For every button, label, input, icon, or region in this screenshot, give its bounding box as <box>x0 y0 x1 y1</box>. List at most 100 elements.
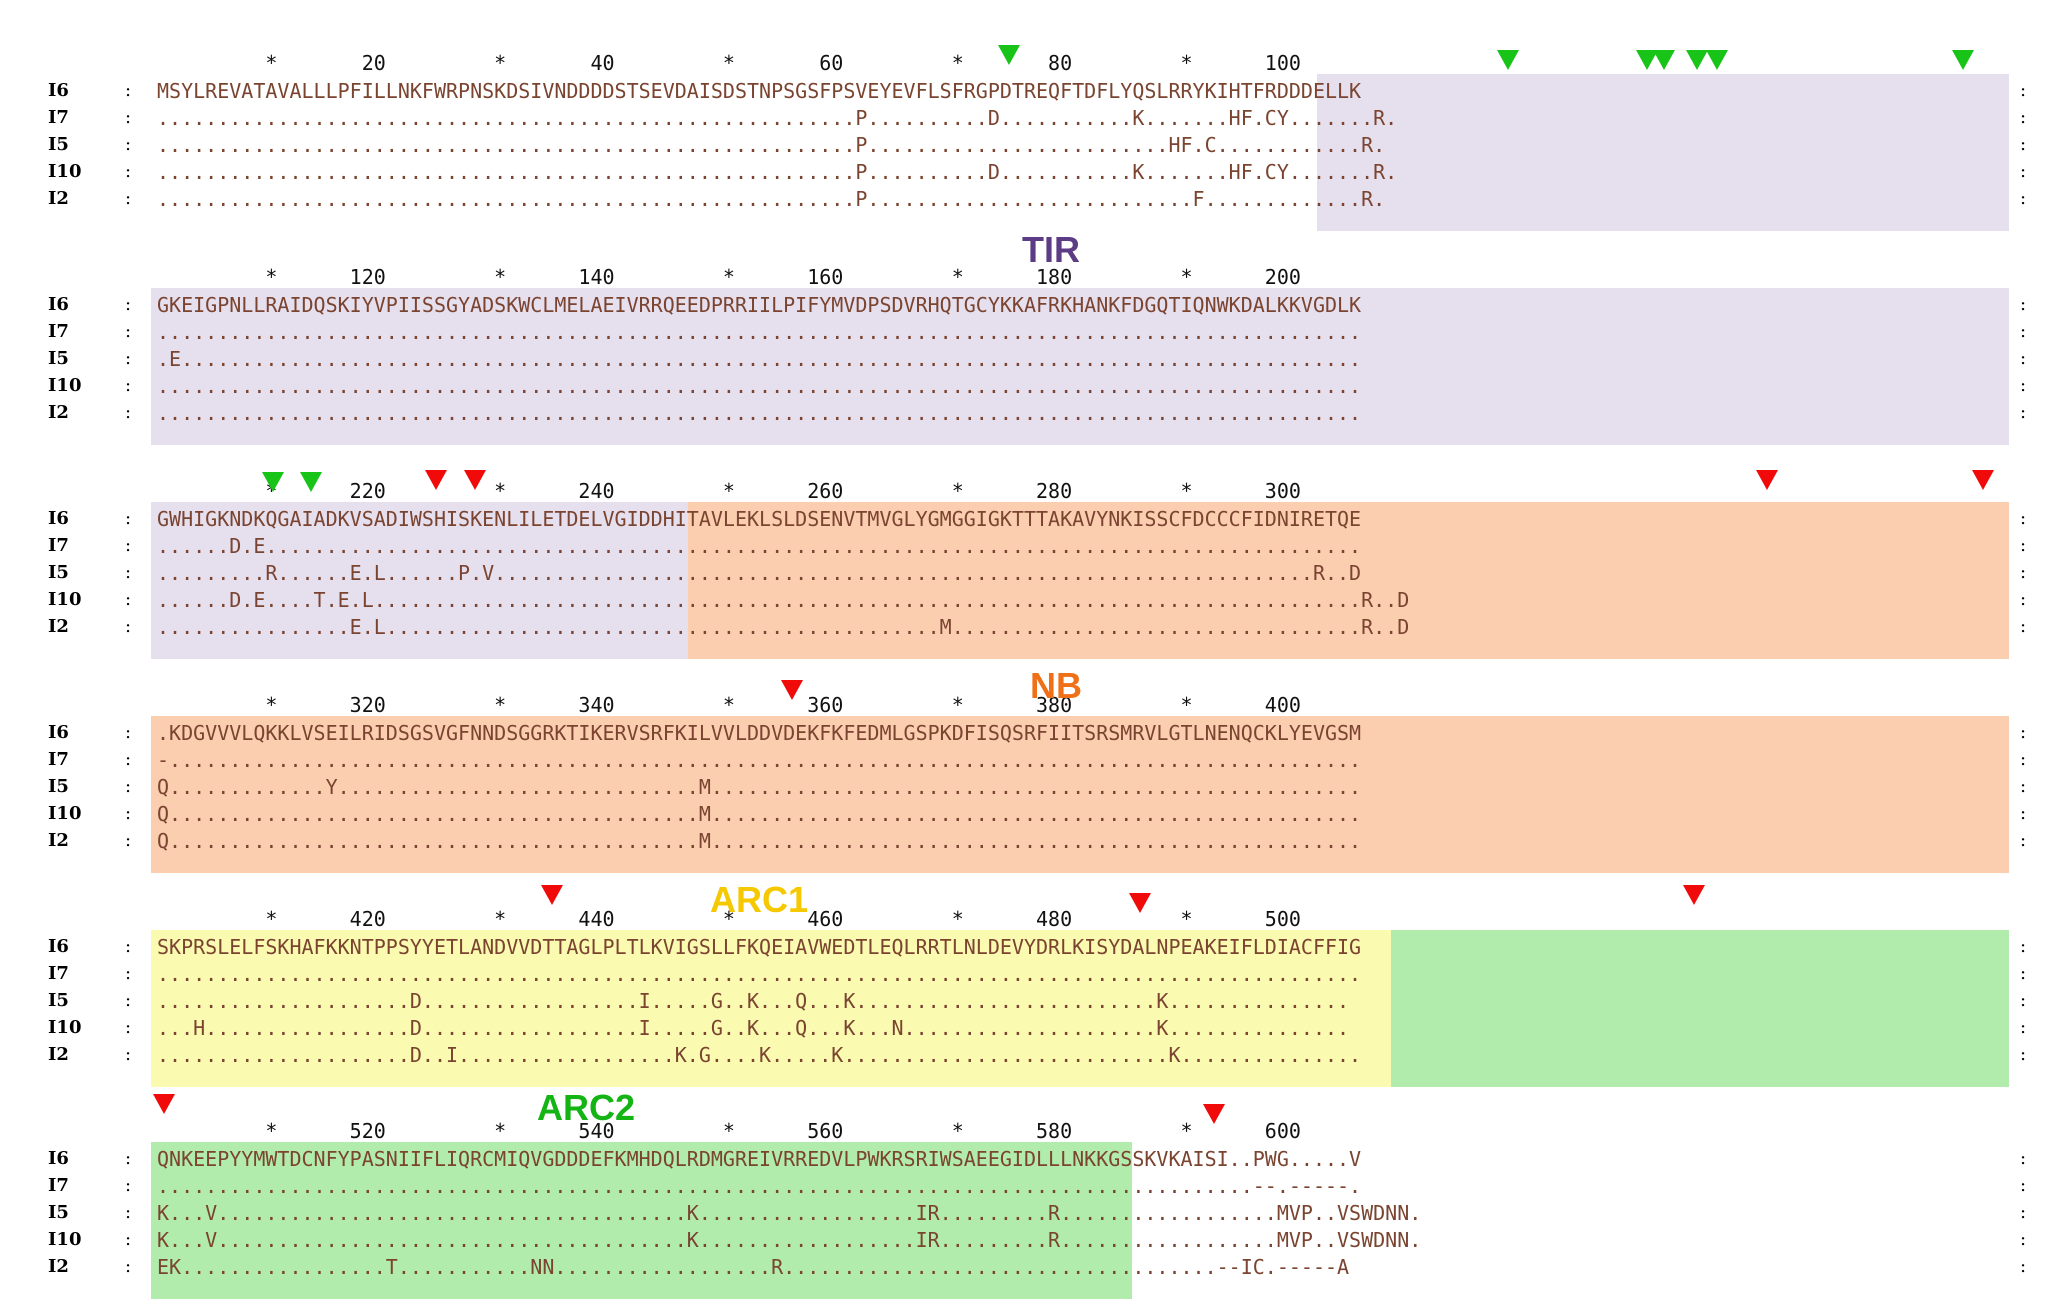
domain-shading-tir <box>151 502 688 659</box>
green-marker-icon <box>1636 50 1658 70</box>
red-marker-icon <box>153 1094 175 1114</box>
sequence-name: I7 <box>48 749 69 770</box>
red-marker-icon <box>425 470 447 490</box>
separator-colon: : <box>125 1017 132 1038</box>
separator-colon: : <box>125 1148 132 1169</box>
sequence-row: SKPRSLELFSKHAFKKNTPPSYYETLANDVVDTTAGLPLT… <box>157 935 1362 959</box>
position-ruler: * 220 * 240 * 260 * 280 * 300 <box>157 479 1301 503</box>
sequence-row: .........R......E.L......P.V............… <box>157 561 1362 585</box>
sequence-name: I2 <box>48 188 69 209</box>
separator-colon: : <box>125 134 132 155</box>
sequence-name: I6 <box>48 80 69 101</box>
separator-colon: : <box>125 1044 132 1065</box>
domain-shading-arc1 <box>151 930 1391 1087</box>
separator-colon: : <box>125 722 132 743</box>
separator-colon: : <box>2020 1256 2027 1277</box>
separator-colon: : <box>125 963 132 984</box>
position-ruler: * 20 * 40 * 60 * 80 * 100 <box>157 51 1301 75</box>
red-marker-icon <box>464 470 486 490</box>
sequence-name: I5 <box>48 990 69 1011</box>
separator-colon: : <box>125 1256 132 1277</box>
sequence-row: GWHIGKNDKQGAIADKVSADIWSHISKENLILETDELVGI… <box>157 507 1362 531</box>
separator-colon: : <box>125 294 132 315</box>
separator-colon: : <box>125 776 132 797</box>
red-marker-icon <box>541 885 563 905</box>
sequence-row: ......D.E...............................… <box>157 534 1362 558</box>
sequence-row: QNKEEPYYMWTDCNFYPASNIIFLIQRCMIQVGDDDEFKM… <box>157 1147 1362 1171</box>
sequence-row: EK.................T...........NN.......… <box>157 1255 1350 1279</box>
separator-colon: : <box>2020 294 2027 315</box>
separator-colon: : <box>2020 1148 2027 1169</box>
separator-colon: : <box>2020 508 2027 529</box>
sequence-row: Q.......................................… <box>157 802 1362 826</box>
green-marker-icon <box>998 45 1020 65</box>
domain-label-arc1: ARC1 <box>710 879 809 920</box>
separator-colon: : <box>2020 348 2027 369</box>
red-marker-icon <box>1683 885 1705 905</box>
separator-colon: : <box>2020 1017 2027 1038</box>
sequence-name: I10 <box>48 589 82 610</box>
domain-label-tir: TIR <box>1022 229 1080 270</box>
sequence-row: ........................................… <box>157 133 1386 157</box>
sequence-name: I2 <box>48 830 69 851</box>
separator-colon: : <box>2020 589 2027 610</box>
separator-colon: : <box>125 508 132 529</box>
sequence-name: I5 <box>48 1202 69 1223</box>
separator-colon: : <box>125 1175 132 1196</box>
separator-colon: : <box>125 1202 132 1223</box>
sequence-row: K...V...................................… <box>157 1228 1422 1252</box>
separator-colon: : <box>2020 803 2027 824</box>
sequence-row: .KDGVVVLQKKLVSEILRIDSGSVGFNNDSGGRKTIKERV… <box>157 721 1362 745</box>
sequence-name: I10 <box>48 161 82 182</box>
sequence-name: I7 <box>48 107 69 128</box>
separator-colon: : <box>2020 990 2027 1011</box>
sequence-row: -.......................................… <box>157 748 1362 772</box>
sequence-name: I7 <box>48 1175 69 1196</box>
separator-colon: : <box>2020 776 2027 797</box>
sequence-row: .E......................................… <box>157 347 1362 371</box>
sequence-name: I6 <box>48 936 69 957</box>
separator-colon: : <box>125 830 132 851</box>
green-marker-icon <box>300 472 322 492</box>
sequence-row: ........................................… <box>157 187 1386 211</box>
sequence-name: I2 <box>48 402 69 423</box>
separator-colon: : <box>125 616 132 637</box>
separator-colon: : <box>125 402 132 423</box>
separator-colon: : <box>125 107 132 128</box>
sequence-row: ........................................… <box>157 320 1362 344</box>
sequence-row: ........................................… <box>157 374 1362 398</box>
sequence-row: ......D.E....T.E.L......................… <box>157 588 1410 612</box>
sequence-name: I7 <box>48 963 69 984</box>
sequence-row: ........................................… <box>157 160 1398 184</box>
green-marker-icon <box>1686 50 1708 70</box>
sequence-name: I5 <box>48 562 69 583</box>
separator-colon: : <box>2020 107 2027 128</box>
position-ruler: * 420 * 440 * 460 * 480 * 500 <box>157 907 1301 931</box>
green-marker-icon <box>1952 50 1974 70</box>
separator-colon: : <box>2020 1044 2027 1065</box>
sequence-name: I5 <box>48 134 69 155</box>
separator-colon: : <box>2020 1229 2027 1250</box>
separator-colon: : <box>2020 616 2027 637</box>
separator-colon: : <box>125 990 132 1011</box>
sequence-name: I7 <box>48 321 69 342</box>
separator-colon: : <box>125 321 132 342</box>
domain-shading-nb <box>687 502 2009 659</box>
separator-colon: : <box>125 589 132 610</box>
separator-colon: : <box>125 348 132 369</box>
sequence-name: I7 <box>48 535 69 556</box>
green-marker-icon <box>1706 50 1728 70</box>
separator-colon: : <box>2020 722 2027 743</box>
separator-colon: : <box>2020 936 2027 957</box>
separator-colon: : <box>2020 1175 2027 1196</box>
green-marker-icon <box>1497 50 1519 70</box>
domain-label-arc2: ARC2 <box>537 1087 636 1128</box>
separator-colon: : <box>2020 749 2027 770</box>
sequence-name: I6 <box>48 294 69 315</box>
red-marker-icon <box>1756 470 1778 490</box>
domain-shading-arc2 <box>1390 930 2009 1087</box>
separator-colon: : <box>2020 188 2027 209</box>
sequence-row: ................E.L.....................… <box>157 615 1410 639</box>
sequence-row: .....................D..I...............… <box>157 1043 1362 1067</box>
